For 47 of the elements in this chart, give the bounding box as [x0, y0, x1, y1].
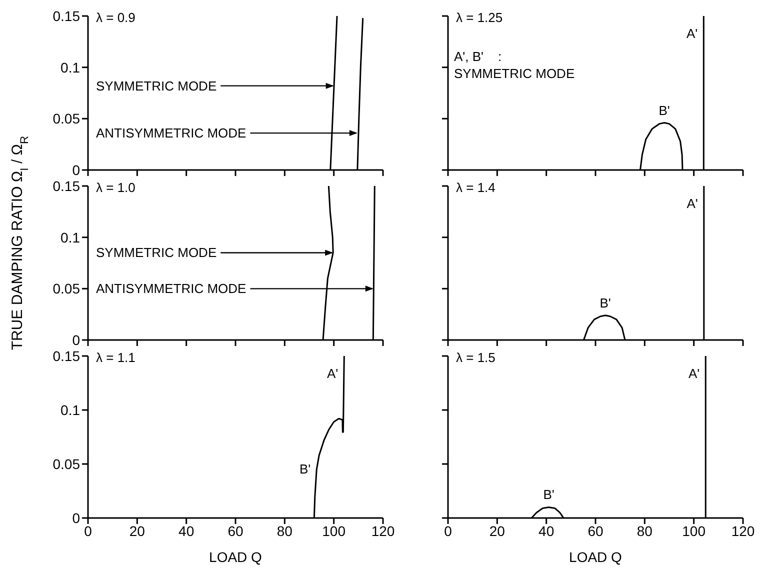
x-tick-label: 0: [84, 522, 92, 539]
series-label: B': [600, 295, 611, 310]
series-label: B': [299, 461, 311, 476]
chart-title: λ = 1.25: [456, 10, 503, 25]
y-tick-label: 0.15: [52, 348, 80, 364]
chart-title: λ = 1.1: [96, 350, 136, 365]
series-label: A': [327, 366, 338, 381]
annotation: SYMMETRIC MODE: [96, 78, 217, 94]
x-axis-title: LOAD Q: [569, 549, 622, 565]
y-tick-label: 0.1: [60, 229, 80, 246]
x-tick-label: 60: [588, 522, 604, 539]
y-tick-label: 0: [72, 162, 80, 178]
annotation: SYMMETRIC MODE: [96, 245, 217, 260]
x-tick-label: 100: [322, 522, 346, 539]
y-tick-label: 0.05: [52, 110, 80, 127]
x-tick-label: 0: [444, 522, 452, 539]
chart-title: λ = 0.9: [96, 10, 136, 25]
y-tick-label: 0.05: [52, 456, 80, 472]
series-label: A': [686, 26, 698, 41]
y-tick-label: 0: [72, 510, 80, 526]
annotation: ANTISYMMETRIC MODE: [96, 281, 247, 296]
y-tick-label: 0.1: [60, 59, 80, 76]
x-tick-label: 40: [178, 522, 194, 539]
x-tick-label: 120: [731, 522, 755, 539]
series-label: B': [543, 487, 554, 502]
chart-title: λ = 1.4: [456, 180, 496, 195]
series-label: B': [658, 102, 670, 118]
annotation: A', B' : SYMMETRIC MODE: [454, 48, 575, 82]
x-tick-label: 60: [228, 522, 244, 539]
x-tick-label: 40: [538, 522, 554, 539]
x-tick-label: 80: [276, 522, 293, 539]
series-label: A': [688, 366, 700, 381]
y-tick-label: 0.1: [60, 402, 80, 418]
y-tick-label: 0.15: [52, 178, 80, 194]
y-tick-label: 0.15: [52, 8, 80, 24]
chart-title: λ = 1.0: [96, 180, 136, 195]
y-tick-label: 0: [72, 332, 80, 348]
annotation: ANTISYMMETRIC MODE: [96, 126, 247, 141]
x-tick-label: 120: [371, 522, 395, 539]
y-tick-label: 0.05: [52, 280, 80, 297]
x-tick-label: 100: [682, 522, 706, 539]
x-tick-label: 20: [129, 522, 146, 539]
x-tick-label: 20: [489, 522, 506, 539]
series-label: A': [686, 196, 698, 211]
x-tick-label: 80: [636, 522, 653, 539]
chart-title: λ = 1.5: [456, 350, 496, 365]
x-axis-title: LOAD Q: [209, 549, 262, 565]
